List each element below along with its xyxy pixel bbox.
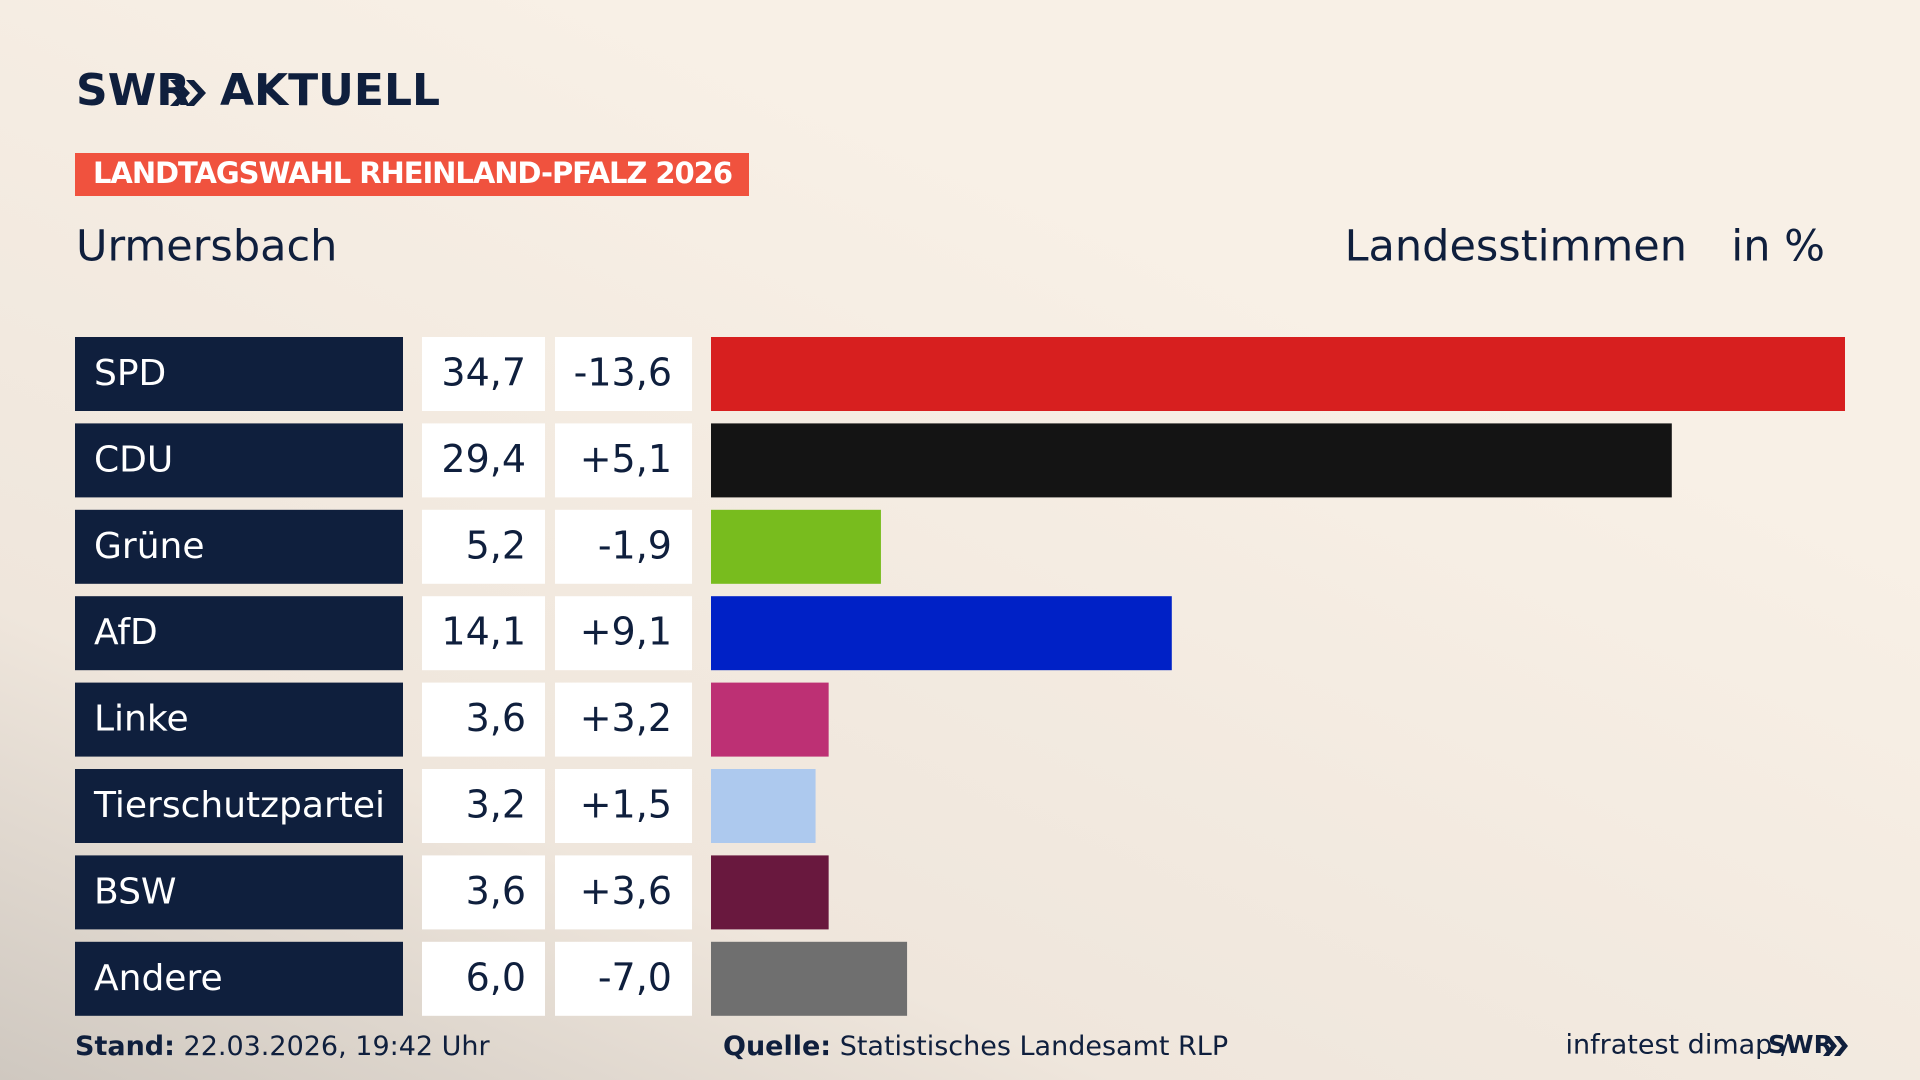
value-label: 6,0 [466,955,526,999]
source: Statistisches Landesamt RLP [840,1031,1228,1062]
value-label: 5,2 [466,523,526,567]
value-label: 3,6 [466,869,526,913]
value-box [422,855,545,930]
party-label: AfD [94,612,158,653]
change-label: -13,6 [574,351,672,395]
change-label: +3,6 [580,869,672,913]
credit-chevrons [1823,1036,1848,1056]
subtitle: LANDTAGSWAHL RHEINLAND-PFALZ 2026 [93,156,733,190]
bar [711,855,829,930]
value-box [422,596,545,671]
change-box [555,941,692,1016]
change-label: +3,2 [580,696,672,740]
party-label: CDU [94,439,173,480]
bar [711,596,1172,671]
change-box [555,682,692,757]
bar [711,769,816,843]
stand-label: Stand: [75,1031,175,1062]
credit: infratest dimap / [1565,1030,1790,1061]
value-box [422,423,545,498]
name-box [75,941,403,1016]
bar [711,682,829,757]
value-label: 34,7 [441,351,526,395]
change-label: -7,0 [598,955,672,999]
party-label: Linke [94,699,189,740]
bar [711,337,1845,411]
change-box [555,855,692,930]
name-box [75,855,403,930]
unit: in % [1731,222,1825,272]
logo-brand: SWR [76,65,190,116]
name-box [75,423,403,498]
value-box [422,941,545,1016]
change-box [555,337,692,411]
change-label: +5,1 [580,437,672,481]
name-box [75,769,403,843]
party-label: Grüne [94,526,204,567]
value-label: 14,1 [441,610,526,654]
logo-chevrons [170,80,206,106]
bar [711,423,1672,498]
party-label: BSW [94,871,177,912]
value-label: 29,4 [441,437,526,481]
party-label: SPD [94,353,166,394]
source-label: Quelle: [723,1031,831,1062]
bar [711,941,908,1016]
change-box [555,596,692,671]
value-label: 3,2 [466,783,526,827]
subtitle-badge [75,153,749,196]
value-box [422,509,545,584]
logo-product: AKTUELL [220,65,440,116]
party-label: Tierschutzpartei [93,785,385,826]
name-box [75,337,403,411]
change-label: +1,5 [580,783,672,827]
footer-stand: Stand: 22.03.2026, 19:42 Uhr [75,1031,491,1062]
change-label: -1,9 [598,523,672,567]
value-label: 3,6 [466,696,526,740]
stand: 22.03.2026, 19:42 Uhr [184,1031,491,1062]
change-label: +9,1 [580,610,672,654]
party-label: Andere [94,958,223,999]
chart-title: Urmersbach [76,222,337,272]
change-box [555,769,692,843]
bar [711,509,881,584]
credit-brand: SWR [1768,1030,1833,1059]
change-box [555,509,692,584]
value-box [422,682,545,757]
footer-source: Quelle: Statistisches Landesamt RLP [723,1031,1228,1062]
measure: Landesstimmen [1345,222,1687,272]
value-box [422,337,545,411]
name-box [75,509,403,584]
value-box [422,769,545,843]
name-box [75,596,403,671]
change-box [555,423,692,498]
name-box [75,682,403,757]
